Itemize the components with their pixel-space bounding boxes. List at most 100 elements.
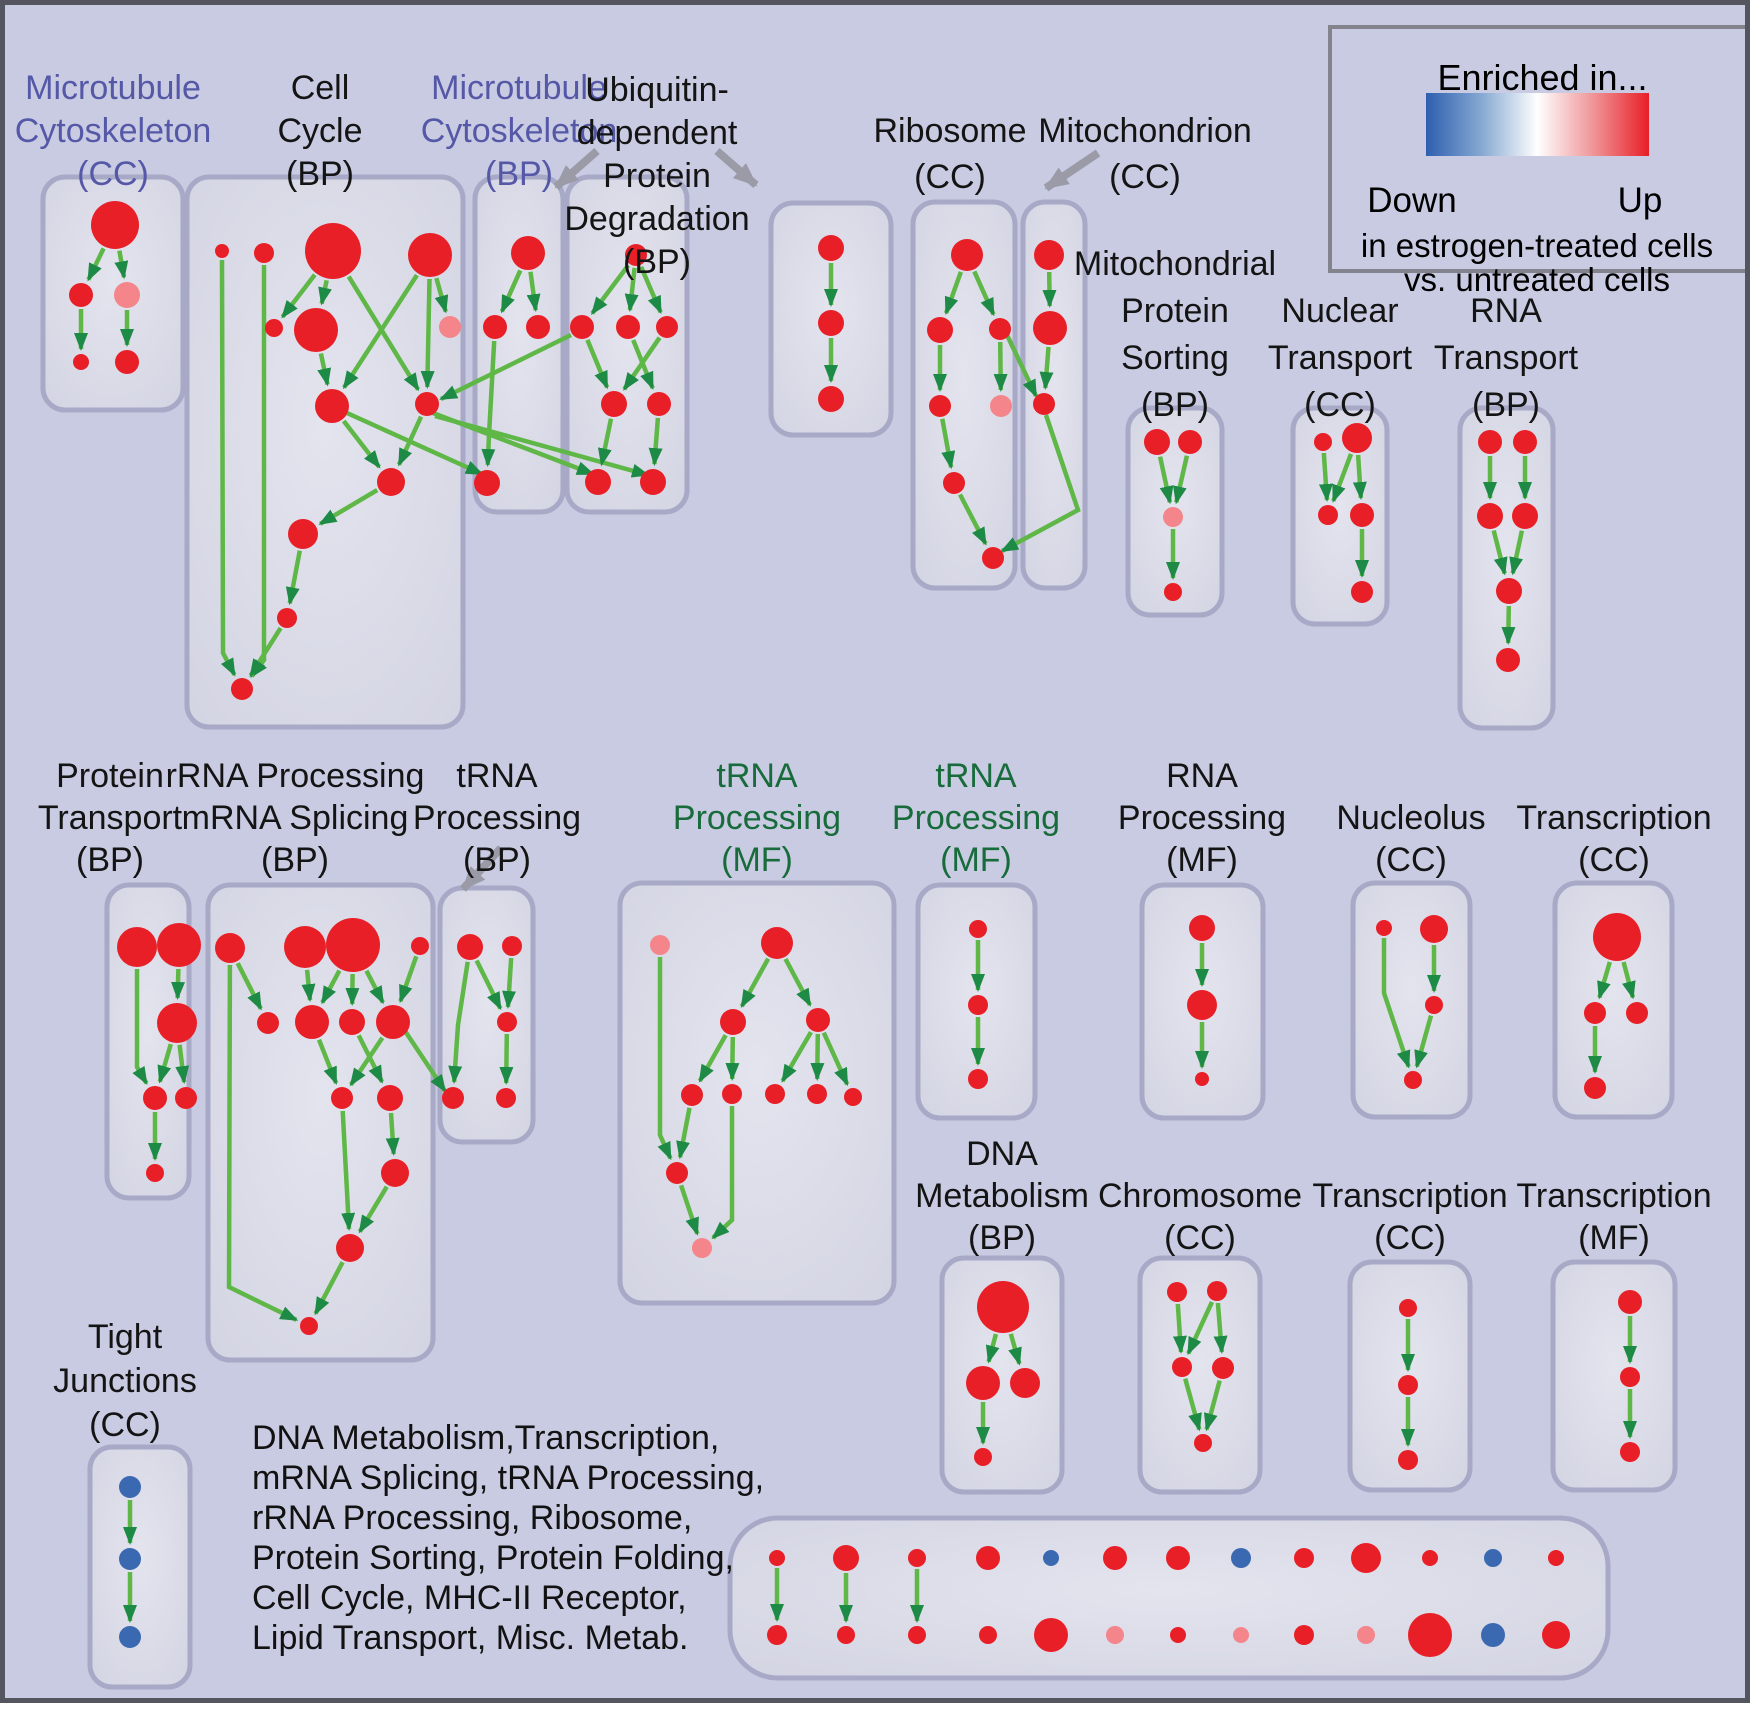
go-term-node	[1542, 1621, 1570, 1649]
go-term-node	[640, 469, 666, 495]
cluster-label-trna-processing-bp: tRNA Processing (BP)	[412, 757, 582, 879]
go-term-node	[411, 937, 429, 955]
go-term-node	[91, 201, 139, 249]
cluster-label-microtubule-cytoskeleton-cc: Microtubule Cytoskeleton (CC)	[14, 69, 212, 193]
go-term-node	[1166, 1546, 1190, 1570]
go-term-node	[73, 354, 89, 370]
edge-arrow	[943, 271, 964, 315]
go-term-node	[119, 1548, 141, 1570]
edge-arrow	[318, 279, 332, 306]
edge-arrow	[780, 1030, 813, 1083]
go-term-node	[300, 1317, 318, 1335]
go-term-node	[1194, 1434, 1212, 1452]
go-term-node	[215, 244, 229, 258]
edge-arrow	[316, 1038, 339, 1085]
edge-arrow	[132, 969, 149, 1086]
go-term-node	[339, 1009, 365, 1035]
go-term-node	[215, 933, 245, 963]
edge-arrow	[434, 277, 449, 314]
go-term-node	[1425, 996, 1443, 1014]
edge-arrow	[420, 278, 435, 389]
go-term-node	[1231, 1548, 1251, 1568]
go-term-node	[1422, 1550, 1438, 1566]
go-term-node	[977, 1281, 1029, 1333]
cluster-label-rrna-processing-mrna-splicing-bp: rRNA Processing mRNA Splicing (BP)	[165, 757, 425, 879]
go-term-node	[1195, 1072, 1209, 1086]
go-term-node	[989, 318, 1011, 340]
go-term-node	[1626, 1002, 1648, 1024]
go-term-node	[1484, 1549, 1502, 1567]
go-term-node	[1513, 430, 1537, 454]
go-term-node	[336, 1234, 364, 1262]
edge-arrow	[320, 969, 342, 1005]
go-term-node	[284, 926, 326, 968]
cluster-box-chromosome-cc	[1137, 1255, 1263, 1495]
cluster-label-ubiquitin-degradation-left: Ubiquitin- dependent Protein Degradation…	[564, 71, 750, 281]
edge-arrow-cross	[1000, 414, 1081, 553]
edge-arrow	[1597, 961, 1612, 1000]
cluster-label-transcription-cc-upper: Transcription (CC)	[1516, 799, 1712, 879]
diagram-canvas	[40, 147, 1678, 1690]
go-term-node	[929, 395, 951, 417]
edge-arrow	[1157, 456, 1174, 505]
go-term-node	[502, 936, 522, 956]
go-term-node	[818, 386, 844, 412]
go-term-node	[115, 350, 139, 374]
edge-arrow	[318, 488, 379, 526]
edge-arrow	[448, 961, 470, 1084]
go-term-node	[837, 1626, 855, 1644]
annotation-text-block: DNA Metabolism,Transcription, mRNA Splic…	[252, 1419, 765, 1657]
cluster-label-tight-junctions-cc: Tight Junctions (CC)	[53, 1318, 197, 1444]
cluster-label-chromosome-cc: Chromosome (CC)	[1097, 1177, 1303, 1257]
go-term-node	[833, 1545, 859, 1571]
go-term-node	[1399, 1299, 1417, 1317]
go-term-node	[818, 310, 844, 336]
go-term-node	[1187, 990, 1217, 1020]
go-term-node	[692, 1238, 712, 1258]
edge-arrow	[114, 250, 129, 280]
go-term-node	[1584, 1002, 1606, 1024]
go-term-node	[1618, 1290, 1642, 1314]
edge-arrow	[657, 957, 673, 1161]
go-term-node	[157, 923, 201, 967]
edge-arrow	[398, 955, 419, 1004]
go-term-node	[585, 469, 611, 495]
edge-arrow	[474, 959, 503, 1011]
go-term-node	[761, 927, 793, 959]
go-term-node	[1620, 1367, 1640, 1387]
go-term-node	[1477, 503, 1503, 529]
go-term-node	[442, 1087, 464, 1109]
go-term-node	[818, 235, 844, 261]
go-term-node	[1548, 1550, 1564, 1566]
go-term-node	[1189, 915, 1215, 941]
go-term-node	[1314, 433, 1332, 451]
cluster-label-mitochondrial-protein-sorting-bp: Mitochondrial Protein Sorting (BP)	[1073, 245, 1277, 424]
cluster-box-tight-junctions-cc	[87, 1444, 193, 1690]
edge-arrow	[622, 336, 662, 391]
go-term-node	[1318, 505, 1338, 525]
go-term-node	[1167, 1282, 1187, 1302]
cluster-label-trna-processing-mf-large: tRNA Processing (MF)	[672, 757, 842, 879]
go-term-node	[1178, 430, 1202, 454]
go-term-node	[625, 244, 647, 266]
go-term-node	[1478, 430, 1502, 454]
go-term-node	[377, 468, 405, 496]
edge-arrow	[697, 1033, 728, 1083]
edge-arrow	[1039, 346, 1054, 390]
go-term-node	[943, 472, 965, 494]
go-term-node	[908, 1549, 926, 1567]
edge-arrow	[301, 969, 316, 1003]
edge-arrow	[1213, 1302, 1228, 1354]
edge-arrow	[396, 415, 424, 467]
edge-arrow	[1173, 455, 1190, 505]
go-term-node	[257, 1012, 279, 1034]
go-term-node	[1144, 429, 1170, 455]
go-term-node	[381, 1159, 409, 1187]
go-term-node	[119, 1626, 141, 1648]
go-term-node	[146, 1164, 164, 1182]
go-term-node	[1034, 240, 1064, 270]
go-term-node	[807, 1084, 827, 1104]
edge-arrow	[1352, 454, 1367, 500]
go-term-node	[656, 316, 678, 338]
